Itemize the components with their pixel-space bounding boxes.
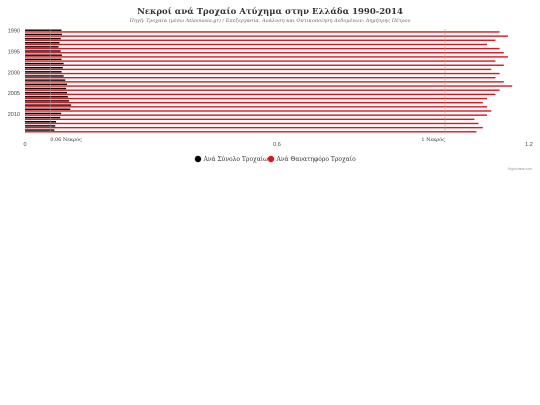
bar-fatal-2009[interactable] xyxy=(25,110,492,112)
bar-fatal-1993[interactable] xyxy=(25,43,487,46)
bar-total-2007[interactable] xyxy=(25,100,70,102)
bar-total-2011[interactable] xyxy=(25,116,61,119)
bar-total-1994[interactable] xyxy=(25,46,59,48)
bar-fatal-1991[interactable] xyxy=(25,35,508,37)
bar-fatal-1996[interactable] xyxy=(25,56,508,58)
bar-fatal-2006[interactable] xyxy=(25,97,487,100)
bar-total-2009[interactable] xyxy=(25,108,71,110)
y-tick-label-2010: 2010 xyxy=(8,112,20,118)
bar-fatal-2011[interactable] xyxy=(25,118,475,121)
plot-lines-group: 0.06 Νεκρός 1 Νεκρός xyxy=(49,29,446,143)
bar-total-2001[interactable] xyxy=(25,75,64,77)
bar-fatal-2001[interactable] xyxy=(25,77,496,79)
bar-total-2004[interactable] xyxy=(25,87,67,90)
y-axis: 1990 1995 2000 2005 2010 xyxy=(8,29,20,118)
bar-fatal-2013[interactable] xyxy=(25,126,483,129)
legend-item-0[interactable]: Ανά Σύνολο Τροχαίων xyxy=(194,155,272,163)
bar-fatal-1994[interactable] xyxy=(25,47,500,50)
plot-line-label-1: 1 Νεκρός xyxy=(421,136,445,143)
bar-total-2013[interactable] xyxy=(25,125,56,127)
bar-total-1999[interactable] xyxy=(25,66,63,69)
y-tick-label-2000: 2000 xyxy=(8,70,20,76)
legend: Ανά Σύνολο Τροχαίων Ανά Θανατηφόρο Τροχαί… xyxy=(194,155,357,163)
chart-subtitle: Πηγή: Τροχαία (μέσω Atlasnasia.gr) / Επε… xyxy=(128,17,410,24)
bar-total-2008[interactable] xyxy=(25,104,72,106)
bar-total-2012[interactable] xyxy=(25,121,57,123)
bar-fatal-2007[interactable] xyxy=(25,101,483,104)
bar-fatal-1997[interactable] xyxy=(25,60,496,62)
plot-line-label-0: 0.06 Νεκρός xyxy=(50,136,82,143)
legend-marker-1 xyxy=(267,155,275,163)
x-tick-label-0: 0 xyxy=(23,142,26,148)
bar-total-1997[interactable] xyxy=(25,58,62,61)
bar-total-1993[interactable] xyxy=(25,41,60,44)
credits[interactable]: Highcharts.com xyxy=(508,167,532,171)
bar-fatal-2005[interactable] xyxy=(25,93,496,96)
bar-fatal-2010[interactable] xyxy=(25,114,487,116)
legend-label-1: Ανά Θανατηφόρο Τροχαίο xyxy=(276,156,357,163)
legend-item-1[interactable]: Ανά Θανατηφόρο Τροχαίο xyxy=(267,155,357,163)
bar-fatal-1998[interactable] xyxy=(25,64,504,66)
bar-total-2000[interactable] xyxy=(25,71,62,73)
bar-total-1998[interactable] xyxy=(25,62,64,65)
bar-total-2003[interactable] xyxy=(25,83,67,85)
bar-fatal-2004[interactable] xyxy=(25,89,500,91)
x-tick-label-2: 1.2 xyxy=(525,142,533,148)
bar-fatal-2002[interactable] xyxy=(25,81,504,83)
bar-fatal-1995[interactable] xyxy=(25,52,504,54)
bar-total-2006[interactable] xyxy=(25,96,68,98)
bar-total-1991[interactable] xyxy=(25,33,62,36)
chart-title: Νεκροί ανά Τροχαίο Ατύχημα στην Ελλάδα 1… xyxy=(137,6,403,17)
bars-group xyxy=(25,29,513,133)
bar-total-2014[interactable] xyxy=(25,129,55,131)
bar-total-1990[interactable] xyxy=(25,29,62,31)
bar-fatal-2008[interactable] xyxy=(25,106,487,108)
y-tick-label-1995: 1995 xyxy=(8,50,20,56)
bar-total-1992[interactable] xyxy=(25,37,61,40)
x-axis: 0 0.6 1.2 xyxy=(23,142,532,148)
bar-total-2002[interactable] xyxy=(25,79,66,81)
y-tick-label-1990: 1990 xyxy=(8,29,20,35)
x-tick-label-1: 0.6 xyxy=(273,142,281,148)
bar-total-1995[interactable] xyxy=(25,50,61,52)
bar-fatal-1999[interactable] xyxy=(25,68,492,71)
bar-total-1996[interactable] xyxy=(25,54,62,56)
legend-marker-0 xyxy=(194,155,202,163)
bar-fatal-1992[interactable] xyxy=(25,39,496,41)
bar-fatal-2012[interactable] xyxy=(25,122,479,125)
bar-fatal-2000[interactable] xyxy=(25,72,500,75)
legend-label-0: Ανά Σύνολο Τροχαίων xyxy=(203,156,272,163)
bar-fatal-2014[interactable] xyxy=(25,131,477,133)
y-tick-label-2005: 2005 xyxy=(8,91,20,97)
bar-fatal-2003[interactable] xyxy=(25,85,513,87)
bar-fatal-1990[interactable] xyxy=(25,31,500,33)
bar-total-2010[interactable] xyxy=(25,112,62,115)
bar-total-2005[interactable] xyxy=(25,91,67,94)
